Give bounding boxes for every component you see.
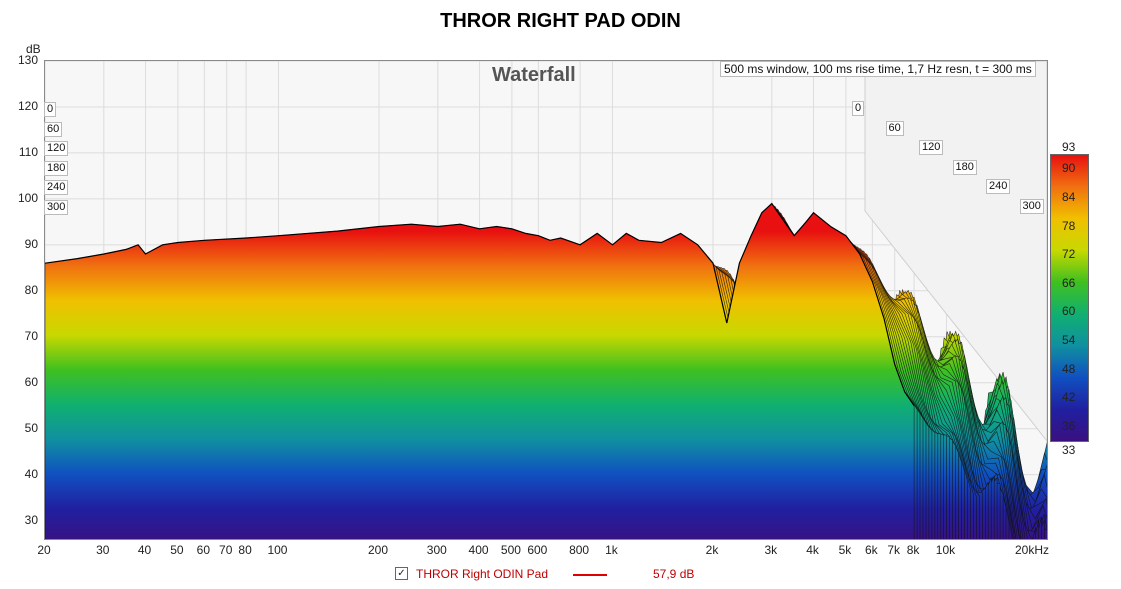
waterfall-side-wall <box>864 61 1047 442</box>
colorbar-tick-label: 60 <box>1062 304 1076 319</box>
x-tick-label: 70 <box>219 543 233 557</box>
x-tick-label: 7k <box>887 543 901 557</box>
x-tick-label: 2k <box>705 543 719 557</box>
x-tick-label: 500 <box>500 543 521 557</box>
y-tick-label: 80 <box>24 282 38 297</box>
x-tick-label: 400 <box>468 543 489 557</box>
colorbar <box>1050 154 1089 442</box>
x-tick-label: 5k <box>838 543 852 557</box>
time-label-right: 120 <box>919 140 944 155</box>
time-label-left: 0 <box>44 102 57 117</box>
waterfall-plot <box>45 61 1047 539</box>
y-tick-label: 100 <box>17 190 38 205</box>
waterfall-label: Waterfall <box>492 64 576 86</box>
colorbar-tick-label: 42 <box>1062 390 1076 405</box>
x-tick-label: 50 <box>170 543 184 557</box>
x-tick-label: 200 <box>367 543 389 557</box>
front-slice-line <box>45 202 915 407</box>
colorbar-tick-label: 54 <box>1062 332 1076 347</box>
colorbar-min-label: 33 <box>1062 443 1076 457</box>
time-label-left: 180 <box>44 160 69 176</box>
x-tick-label: 20kHz <box>1014 543 1050 557</box>
x-tick-label: 8k <box>906 543 920 557</box>
legend-line-swatch <box>573 574 607 576</box>
time-label-right: 0 <box>852 101 865 116</box>
x-tick-label: 100 <box>267 543 288 557</box>
colorbar-tick-label: 36 <box>1062 418 1076 433</box>
time-label-left: 120 <box>44 141 69 156</box>
plot-area <box>44 60 1048 540</box>
x-tick-label: 40 <box>137 543 152 557</box>
colorbar-tick-label: 90 <box>1062 161 1076 176</box>
time-label-right: 60 <box>885 120 904 136</box>
time-label-right: 300 <box>1019 198 1044 214</box>
series-checkbox[interactable]: ✓ <box>395 567 408 580</box>
colorbar-tick-label: 72 <box>1062 247 1076 262</box>
legend-series-value: 57,9 dB <box>653 567 695 581</box>
x-tick-label: 800 <box>569 543 590 557</box>
y-tick-label: 60 <box>24 374 38 389</box>
colorbar-tick-label: 78 <box>1062 218 1076 233</box>
y-tick-label: 40 <box>24 466 38 481</box>
colorbar-tick-label: 66 <box>1062 275 1076 290</box>
x-tick-label: 6k <box>865 543 878 557</box>
legend-series-name[interactable]: THROR Right ODIN Pad <box>416 567 549 581</box>
y-tick-label: 30 <box>24 512 38 527</box>
y-tick-label: 110 <box>18 144 38 159</box>
colorbar-tick-label: 84 <box>1062 189 1076 204</box>
x-tick-label: 10k <box>935 543 956 557</box>
time-label-right: 240 <box>986 179 1011 194</box>
y-tick-label: 90 <box>24 236 38 251</box>
x-tick-label: 1k <box>605 543 618 557</box>
y-unit-label: dB <box>26 42 41 56</box>
x-tick-label: 300 <box>426 543 447 557</box>
x-tick-label: 600 <box>527 543 548 557</box>
y-tick-label: 50 <box>24 420 38 435</box>
colorbar-tick-label: 48 <box>1062 361 1076 376</box>
waterfall-slice <box>45 203 915 539</box>
x-tick-label: 4k <box>806 543 819 557</box>
y-tick-label: 120 <box>17 98 38 113</box>
x-tick-label: 30 <box>96 543 110 557</box>
settings-box: 500 ms window, 100 ms rise time, 1,7 Hz … <box>720 61 1036 77</box>
x-tick-label: 3k <box>764 543 778 557</box>
time-label-left: 240 <box>44 180 69 195</box>
time-label-right: 180 <box>952 159 977 175</box>
x-tick-label: 80 <box>238 543 252 557</box>
time-label-left: 300 <box>44 199 69 215</box>
colorbar-max-label: 93 <box>1062 140 1076 154</box>
y-tick-label: 130 <box>17 53 38 67</box>
x-tick-label: 60 <box>196 543 211 557</box>
time-label-left: 60 <box>44 121 63 137</box>
x-tick-label: 20 <box>37 543 51 557</box>
y-tick-label: 70 <box>24 328 38 343</box>
chart-title: THROR RIGHT PAD ODIN <box>440 10 681 32</box>
